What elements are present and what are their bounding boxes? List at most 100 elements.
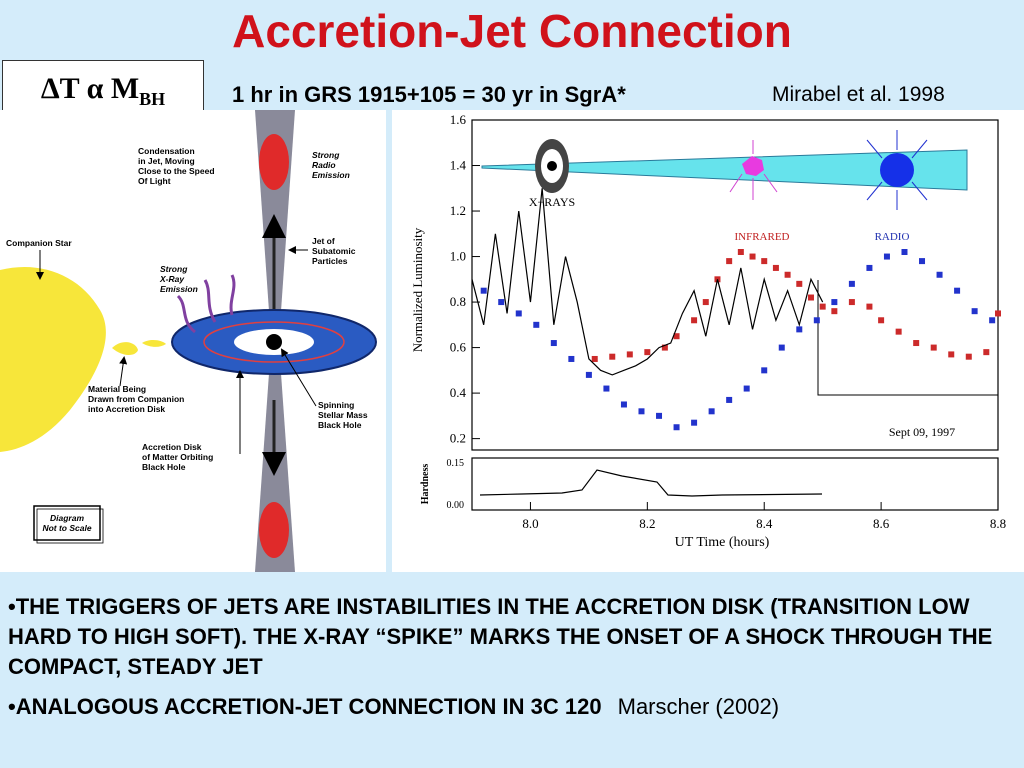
x-tick-label: 8.0 [522,516,538,531]
point-radio [813,317,820,324]
label-bh-3: Black Hole [318,420,362,430]
label-condensation-4: Of Light [138,176,171,186]
y-tick-label: 0.8 [450,294,466,309]
point-radio [533,321,540,328]
infrared-rays [729,140,778,200]
point-infrared [784,271,791,278]
y-tick-label: 0.4 [450,385,467,400]
point-radio [901,249,908,255]
y-tick-label: 1.6 [450,112,467,127]
point-infrared [848,299,855,306]
x-tick-label: 8.2 [639,516,655,531]
x-axis-label: UT Time (hours) [675,535,770,550]
xray-source-icon [535,139,569,193]
bullet-2-text: •ANALOGOUS ACCRETION-JET CONNECTION IN 3… [8,694,602,719]
y-tick-label: 0.2 [450,431,466,446]
point-radio [989,317,996,324]
label-condensation-2: in Jet, Moving [138,156,195,166]
infrared-source-icon [742,156,764,176]
y-tick-label: 1.2 [450,203,466,218]
point-infrared [866,303,873,310]
point-radio [883,253,890,260]
slide-title: Accretion-Jet Connection [232,5,792,57]
label-material-1: Material Being [88,384,146,394]
not-to-scale-box: Diagram Not to Scale [33,505,104,544]
label-radio-3: Emission [312,170,350,180]
lower-radio-blob [259,502,289,558]
bullet-1: •THE TRIGGERS OF JETS ARE INSTABILITIES … [8,594,993,679]
label-jet-3: Particles [312,256,348,266]
main-plot-frame [471,119,999,451]
label-xray-1: Strong [160,264,188,274]
point-infrared [913,340,920,347]
point-infrared [737,249,744,255]
y-tick-label: 0.6 [450,340,467,355]
label-radio-1: Strong [312,150,340,160]
xrays-annotation: X−RAYS [529,195,575,209]
hardness-tick-015: 0.15 [447,458,465,469]
point-infrared [644,349,651,356]
label-radio-2: Radio [312,160,336,170]
point-infrared [761,258,768,265]
point-infrared [948,351,955,358]
x-tick-label: 8.8 [990,516,1006,531]
point-infrared [702,299,709,306]
label-jet-2: Subatomic [312,246,356,256]
point-radio [585,371,592,378]
point-radio [761,367,768,374]
x-tick-label: 8.4 [756,516,773,531]
point-infrared [831,308,838,315]
point-infrared [691,317,698,324]
point-radio [656,412,663,419]
label-jet-1: Jet of [312,236,335,246]
formula-main: ΔT α M [40,72,140,105]
point-infrared [930,344,937,351]
point-radio [691,419,698,426]
point-radio [866,264,873,271]
point-radio [919,258,926,265]
point-infrared [726,258,733,265]
label-companion-star: Companion Star [6,238,72,248]
point-infrared [673,333,680,340]
label-disk-2: of Matter Orbiting [142,452,213,462]
point-radio [743,385,750,392]
hardness-label: Hardness [420,464,431,505]
point-radio [673,424,680,431]
point-radio [638,408,645,415]
point-infrared [819,303,826,310]
label-diagram: Diagram [50,513,84,523]
label-material-3: into Accretion Disk [88,404,165,414]
hardness-plot-frame [471,457,999,511]
point-radio [936,271,943,278]
point-infrared [626,351,633,358]
point-infrared [895,328,902,335]
formula-sub: BH [139,89,166,109]
diagram-svg: Condensation in Jet, Moving Close to the S… [0,110,377,572]
label-material-2: Drawn from Companion [88,394,184,404]
point-radio [550,340,557,347]
point-radio [498,299,505,306]
bullet-2: •ANALOGOUS ACCRETION-JET CONNECTION IN 3… [8,692,1018,722]
point-radio [515,310,522,317]
label-bh-2: Stellar Mass [318,410,368,420]
companion-star [0,266,106,452]
point-infrared [796,280,803,287]
point-radio [620,401,627,408]
label-xray-2: X-Ray [159,274,185,284]
point-radio [603,385,610,392]
subtitle: 1 hr in GRS 1915+105 = 30 yr in SgrA* [232,82,626,107]
point-infrared [965,353,972,360]
point-radio [568,355,575,362]
point-radio [726,396,733,403]
jet-cone-illustration [481,149,968,191]
luminosity-chart: X−RAYS INFRARED RADIO Sept 09, 1997 Norm… [392,110,1024,572]
radio-annotation: RADIO [875,231,910,243]
point-radio [480,287,487,294]
y-tick-label: 1.0 [450,249,466,264]
